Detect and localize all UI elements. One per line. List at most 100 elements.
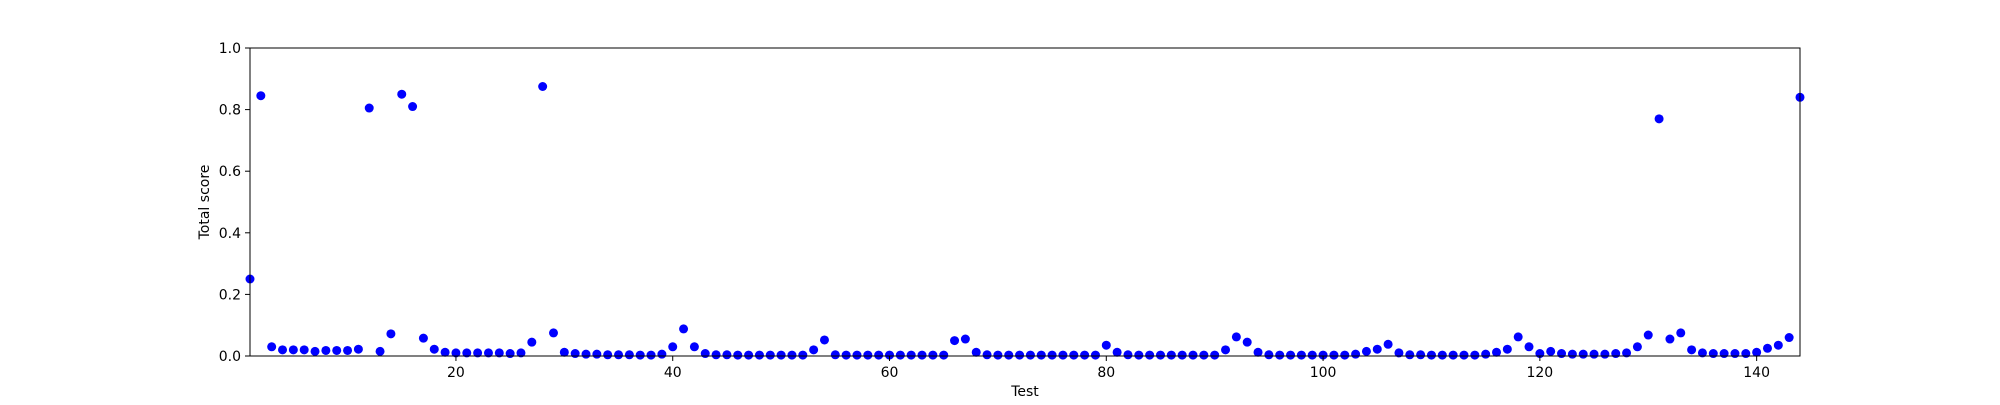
data-point <box>700 349 710 359</box>
data-point <box>1036 350 1046 360</box>
data-point <box>1329 350 1339 360</box>
data-point <box>1502 344 1512 354</box>
data-point <box>765 350 775 360</box>
data-point <box>754 350 764 360</box>
data-point <box>1448 350 1458 360</box>
data-point <box>451 348 461 358</box>
data-point <box>1546 346 1556 356</box>
data-point <box>982 350 992 360</box>
x-axis-label: Test <box>1010 384 1039 400</box>
data-point <box>950 336 960 346</box>
data-point <box>1004 350 1014 360</box>
data-point <box>614 350 624 360</box>
plot-frame <box>249 47 1801 357</box>
data-point <box>353 344 363 354</box>
data-point <box>722 350 732 360</box>
data-point <box>1426 350 1436 360</box>
data-point <box>1340 350 1350 360</box>
data-point <box>1383 339 1393 349</box>
data-point <box>516 348 526 358</box>
data-point <box>917 350 927 360</box>
data-point <box>375 346 385 356</box>
data-point <box>852 350 862 360</box>
x-tick-label: 120 <box>1526 365 1553 381</box>
data-point <box>1123 350 1133 360</box>
data-point <box>570 349 580 359</box>
data-point <box>1058 350 1068 360</box>
data-point <box>408 102 418 112</box>
data-point <box>1155 350 1165 360</box>
data-point <box>1611 349 1621 359</box>
data-point <box>1416 350 1426 360</box>
data-point <box>1231 332 1241 342</box>
data-point <box>1264 350 1274 360</box>
data-point <box>1296 350 1306 360</box>
data-point <box>993 350 1003 360</box>
data-point <box>1372 344 1382 354</box>
data-point <box>1600 349 1610 359</box>
data-point <box>1394 348 1404 358</box>
data-point <box>733 350 743 360</box>
y-axis-label: Total score <box>197 165 213 241</box>
data-point <box>310 346 320 356</box>
data-point <box>418 333 428 343</box>
data-point <box>1318 350 1328 360</box>
data-point <box>288 345 298 355</box>
data-point <box>1090 350 1100 360</box>
data-point <box>830 350 840 360</box>
data-point <box>668 342 678 352</box>
data-point <box>895 350 905 360</box>
data-point <box>1492 347 1502 357</box>
data-point <box>874 350 884 360</box>
x-tick-label: 80 <box>1097 365 1115 381</box>
data-point <box>1470 350 1480 360</box>
data-point <box>1481 349 1491 359</box>
data-point <box>429 344 439 354</box>
data-point <box>505 349 515 359</box>
data-point <box>1632 342 1642 352</box>
data-point <box>440 347 450 357</box>
data-point <box>1567 349 1577 359</box>
data-point <box>1188 350 1198 360</box>
data-point <box>928 350 938 360</box>
data-point <box>1025 350 1035 360</box>
x-tick-label: 60 <box>881 365 899 381</box>
data-point <box>1784 333 1794 343</box>
data-point <box>1210 350 1220 360</box>
data-point <box>1134 350 1144 360</box>
data-point <box>646 350 656 360</box>
data-point <box>1166 350 1176 360</box>
data-point <box>1459 350 1469 360</box>
data-point <box>603 350 613 360</box>
data-point <box>1524 342 1534 352</box>
data-point <box>538 82 548 91</box>
y-tick-label: 0.8 <box>219 103 241 119</box>
data-point <box>657 349 667 359</box>
data-point <box>960 334 970 344</box>
data-point <box>819 335 829 345</box>
data-point <box>1242 337 1252 347</box>
y-tick-label: 0.0 <box>219 349 241 365</box>
x-tick-label: 140 <box>1743 365 1770 381</box>
data-point <box>1275 350 1285 360</box>
data-point <box>1199 350 1209 360</box>
x-tick-label: 20 <box>447 365 465 381</box>
data-point <box>592 349 602 359</box>
data-point <box>364 103 374 113</box>
data-point <box>299 345 309 355</box>
data-point <box>1589 349 1599 359</box>
data-point <box>483 348 493 358</box>
data-point <box>1069 350 1079 360</box>
data-point <box>1578 349 1588 359</box>
data-point <box>1286 350 1296 360</box>
data-point <box>1697 348 1707 358</box>
data-point <box>321 345 331 355</box>
data-point <box>1253 347 1263 357</box>
data-point <box>1773 340 1783 350</box>
data-point <box>1112 347 1122 357</box>
data-point <box>1361 346 1371 356</box>
data-point <box>527 337 537 347</box>
data-point <box>809 345 819 355</box>
x-tick-label: 100 <box>1310 365 1337 381</box>
